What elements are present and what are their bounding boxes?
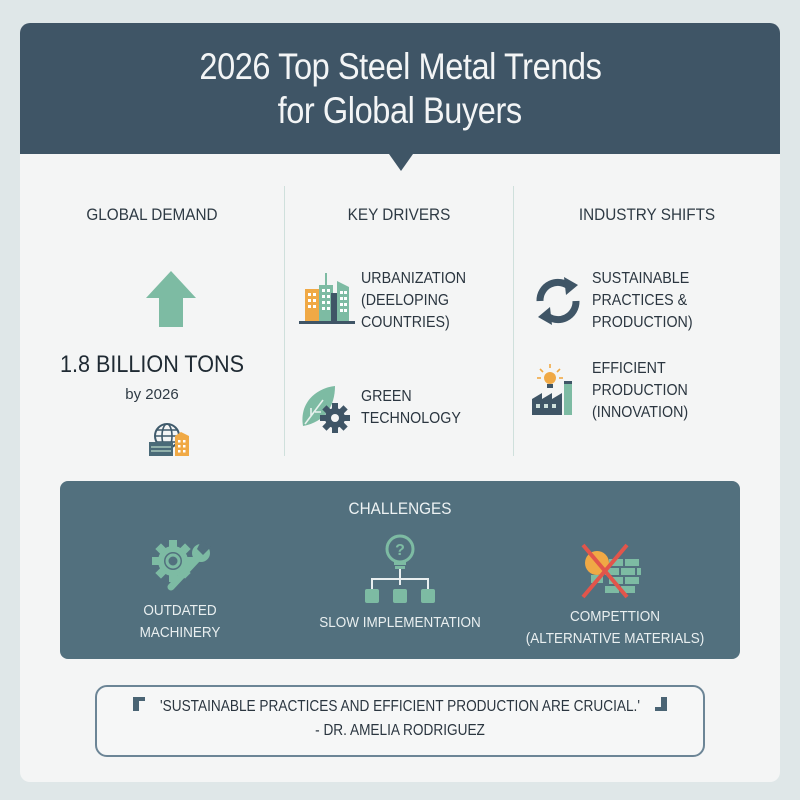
shift-efficient-production: EFFICIENT PRODUCTION (INNOVATION) bbox=[528, 358, 696, 424]
column-divider bbox=[513, 186, 514, 456]
open-quote-icon bbox=[133, 697, 145, 711]
key-drivers-title: KEY DRIVERS bbox=[347, 205, 451, 224]
challenges-panel: CHALLENGES OUTDATED MA bbox=[60, 481, 740, 659]
crossed-bulb-bricks-icon bbox=[581, 543, 641, 599]
global-demand-title: GLOBAL DEMAND bbox=[86, 205, 218, 224]
driver-urbanization-label: URBANIZATION (DEELOPING COUNTRIES) bbox=[361, 270, 467, 331]
challenge-outdated-machinery: OUTDATED MACHINERY bbox=[90, 533, 270, 644]
lightbulb-hierarchy-icon: ? bbox=[365, 534, 435, 603]
shift-efficient-label: EFFICIENT PRODUCTION (INNOVATION) bbox=[592, 360, 689, 421]
column-divider bbox=[284, 186, 285, 456]
quote-box: 'SUSTAINABLE PRACTICES AND EFFICIENT PRO… bbox=[95, 685, 705, 757]
global-demand-section: GLOBAL DEMAND 1.8 BILLION TONS by 2026 bbox=[20, 188, 284, 458]
page-title-line2: for Global Buyers bbox=[277, 89, 523, 131]
close-quote-icon bbox=[655, 697, 667, 711]
infographic-card: 2026 Top Steel Metal Trends for Global B… bbox=[20, 23, 780, 782]
driver-urbanization: URBANIZATION (DEELOPING COUNTRIES) bbox=[297, 268, 475, 334]
challenge-competition-label: COMPETTION (ALTERNATIVE MATERIALS) bbox=[525, 608, 705, 647]
demand-value: 1.8 BILLION TONS bbox=[59, 351, 245, 378]
shift-sustainable-label: SUSTAINABLE PRACTICES & PRODUCTION) bbox=[592, 270, 693, 331]
arrow-up-icon bbox=[146, 271, 196, 327]
challenge-outdated-label: OUTDATED MACHINERY bbox=[139, 602, 221, 641]
globe-buildings-icon bbox=[149, 423, 189, 456]
gear-wrench-icon bbox=[152, 540, 211, 591]
factory-lightbulb-icon bbox=[532, 364, 572, 415]
challenges-title: CHALLENGES bbox=[348, 499, 452, 518]
industry-shifts-section: INDUSTRY SHIFTS SUSTAINABLE PRACTICES & … bbox=[514, 188, 780, 458]
recycle-arrows-icon bbox=[536, 277, 580, 325]
driver-green-technology: GREEN TECHNOLOGY bbox=[297, 378, 470, 438]
challenge-competition: COMPETTION (ALTERNATIVE MATERIALS) bbox=[505, 541, 725, 650]
challenge-slow-label: SLOW IMPLEMENTATION bbox=[319, 614, 481, 631]
quote-author: - DR. AMELIA RODRIGUEZ bbox=[315, 722, 485, 739]
leaf-gear-icon bbox=[302, 386, 350, 433]
header-pointer bbox=[389, 154, 413, 171]
svg-text:?: ? bbox=[395, 542, 405, 559]
key-drivers-section: KEY DRIVERS bbox=[285, 188, 513, 458]
demand-year: by 2026 bbox=[125, 386, 179, 403]
city-buildings-icon bbox=[299, 273, 355, 324]
driver-green-technology-label: GREEN TECHNOLOGY bbox=[361, 388, 461, 427]
industry-shifts-title: INDUSTRY SHIFTS bbox=[578, 205, 716, 224]
shift-sustainable-practices: SUSTAINABLE PRACTICES & PRODUCTION) bbox=[528, 268, 701, 334]
quote-text: 'SUSTAINABLE PRACTICES AND EFFICIENT PRO… bbox=[160, 698, 640, 715]
header-banner: 2026 Top Steel Metal Trends for Global B… bbox=[20, 23, 780, 154]
page-title-line1: 2026 Top Steel Metal Trends bbox=[198, 45, 602, 87]
challenge-slow-implementation: ? SLOW IMPLEMENTATION bbox=[310, 533, 490, 634]
